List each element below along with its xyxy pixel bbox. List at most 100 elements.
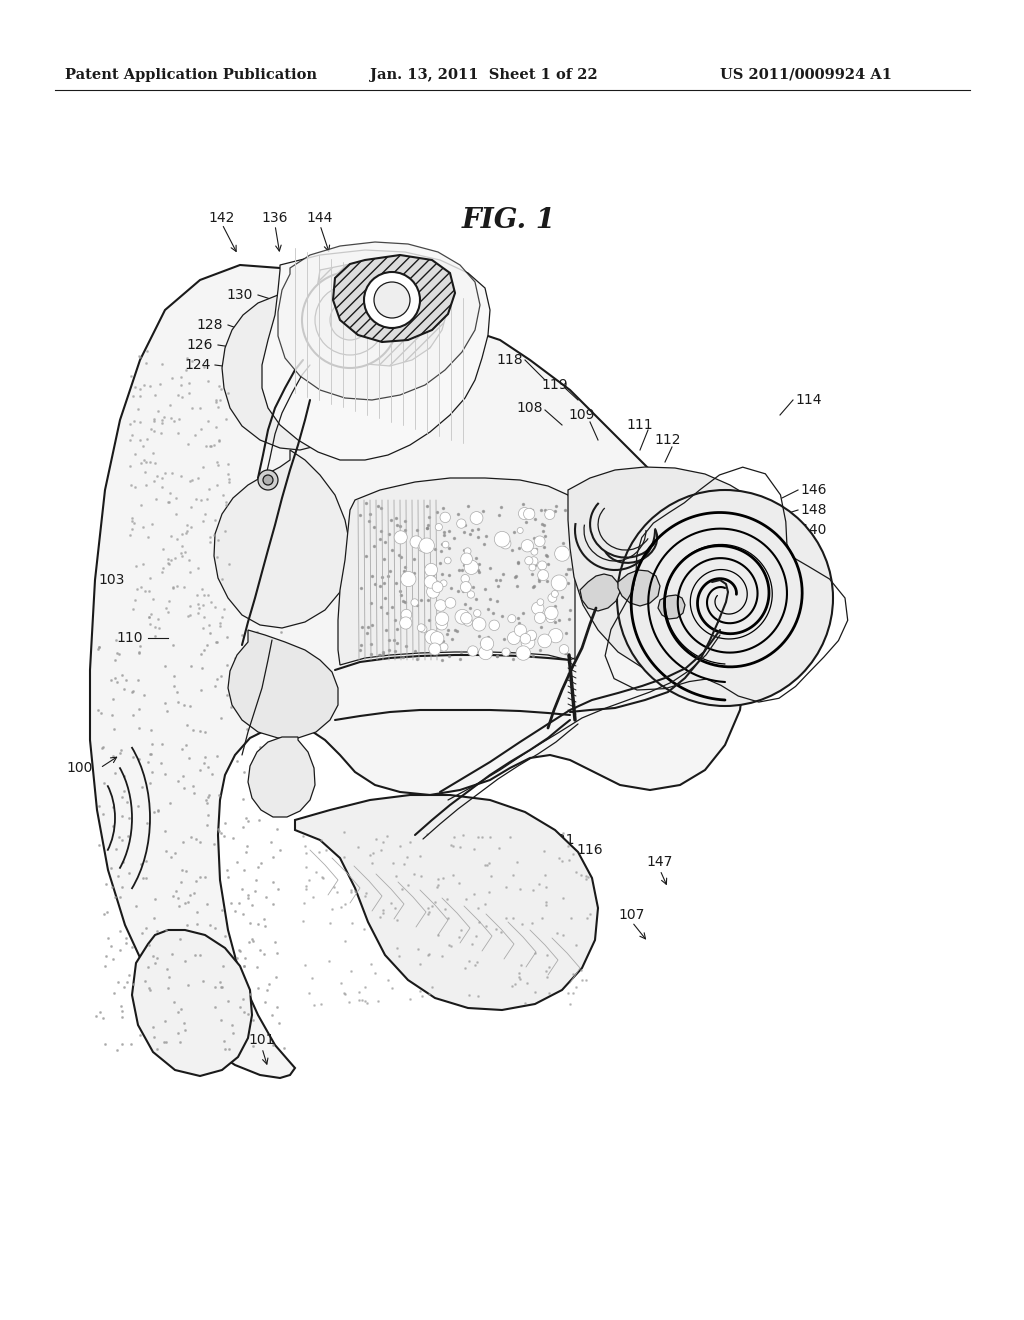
- Point: [465, 553, 481, 574]
- Point: [153, 422, 169, 444]
- Point: [147, 616, 164, 638]
- Point: [217, 925, 233, 946]
- Text: 118: 118: [497, 352, 523, 367]
- Point: [427, 539, 443, 560]
- Point: [202, 532, 218, 553]
- Point: [305, 887, 322, 908]
- Point: [184, 397, 201, 418]
- Point: [195, 457, 211, 478]
- Point: [88, 1006, 104, 1027]
- Point: [108, 649, 124, 671]
- Point: [240, 1005, 256, 1026]
- Point: [420, 944, 436, 965]
- Point: [263, 774, 280, 795]
- Point: [166, 665, 182, 686]
- Point: [175, 1012, 191, 1034]
- Point: [193, 760, 209, 781]
- Point: [449, 602, 465, 623]
- Point: [551, 609, 567, 630]
- Point: [476, 854, 493, 875]
- Point: [470, 826, 486, 847]
- Point: [245, 624, 261, 645]
- Point: [122, 524, 138, 545]
- Point: [193, 866, 209, 887]
- Point: [350, 982, 367, 1003]
- Point: [462, 597, 478, 618]
- Point: [377, 587, 393, 609]
- Point: [473, 632, 489, 653]
- Point: [165, 635, 181, 656]
- Polygon shape: [90, 265, 745, 1078]
- Point: [456, 554, 472, 576]
- Point: [470, 626, 486, 647]
- Point: [395, 647, 412, 668]
- Point: [275, 1038, 292, 1059]
- Point: [220, 463, 237, 484]
- Point: [178, 520, 195, 541]
- Point: [505, 865, 521, 886]
- Point: [554, 586, 570, 607]
- Point: [234, 685, 251, 706]
- Point: [342, 880, 358, 902]
- Circle shape: [461, 553, 472, 565]
- Point: [493, 921, 509, 942]
- Point: [428, 593, 444, 614]
- Point: [367, 573, 383, 594]
- Point: [362, 644, 379, 665]
- Point: [353, 616, 370, 638]
- Point: [208, 451, 224, 473]
- Point: [122, 429, 138, 450]
- Point: [125, 385, 141, 407]
- Point: [174, 832, 190, 853]
- Point: [111, 644, 127, 665]
- Point: [99, 902, 116, 923]
- Point: [511, 968, 527, 989]
- Point: [118, 669, 134, 690]
- Point: [557, 643, 573, 664]
- Point: [200, 371, 216, 392]
- Point: [450, 581, 466, 602]
- Point: [109, 672, 125, 693]
- Point: [211, 784, 227, 805]
- Point: [412, 953, 428, 974]
- Point: [492, 838, 508, 859]
- Text: 132: 132: [360, 275, 387, 289]
- Point: [141, 935, 158, 956]
- Point: [444, 836, 461, 857]
- Point: [488, 645, 505, 667]
- Point: [170, 384, 186, 405]
- Point: [479, 598, 496, 619]
- Point: [250, 978, 266, 999]
- Point: [182, 595, 199, 616]
- Point: [580, 866, 596, 887]
- Point: [422, 623, 438, 644]
- Point: [144, 945, 161, 966]
- Point: [262, 832, 279, 853]
- Point: [132, 1024, 148, 1045]
- Point: [112, 886, 128, 907]
- Point: [434, 649, 451, 671]
- Point: [193, 643, 209, 664]
- Point: [560, 982, 577, 1003]
- Point: [234, 904, 251, 925]
- Point: [518, 512, 535, 533]
- Point: [207, 676, 223, 697]
- Polygon shape: [278, 242, 480, 400]
- Point: [162, 482, 178, 503]
- Point: [478, 915, 495, 936]
- Point: [421, 507, 437, 528]
- Point: [420, 904, 436, 925]
- Point: [145, 1027, 162, 1048]
- Point: [468, 925, 484, 946]
- Point: [219, 685, 236, 706]
- Point: [471, 561, 487, 582]
- Point: [337, 983, 353, 1005]
- Point: [346, 880, 362, 902]
- Point: [527, 982, 544, 1003]
- Point: [380, 970, 396, 991]
- Point: [407, 640, 423, 661]
- Point: [202, 436, 218, 457]
- Point: [197, 585, 213, 606]
- Point: [359, 616, 376, 638]
- Circle shape: [435, 524, 442, 531]
